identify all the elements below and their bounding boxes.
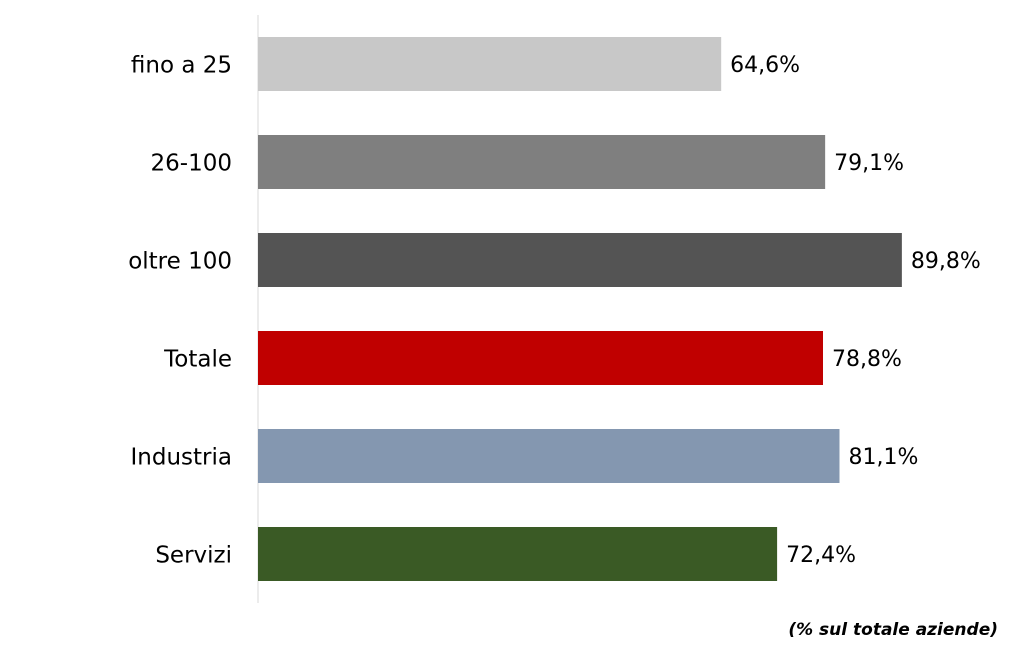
data-label: 78,8%	[832, 347, 902, 372]
footnote: (% sul totale aziende)	[788, 620, 998, 640]
category-label: fino a 25	[131, 53, 232, 79]
data-label: 79,1%	[834, 151, 904, 176]
category-label: Servizi	[155, 543, 232, 569]
category-label: 26-100	[151, 151, 232, 177]
category-label: oltre 100	[128, 249, 232, 275]
data-label: 81,1%	[848, 445, 918, 470]
bar	[258, 233, 902, 287]
data-label: 89,8%	[911, 249, 981, 274]
category-label: Industria	[131, 445, 232, 471]
bar	[258, 527, 778, 581]
bar	[258, 37, 722, 91]
category-label: Totale	[163, 347, 232, 373]
data-label: 72,4%	[786, 543, 856, 568]
bar	[258, 429, 840, 483]
bar	[258, 331, 823, 385]
bar	[258, 135, 826, 189]
data-label: 64,6%	[730, 53, 800, 78]
